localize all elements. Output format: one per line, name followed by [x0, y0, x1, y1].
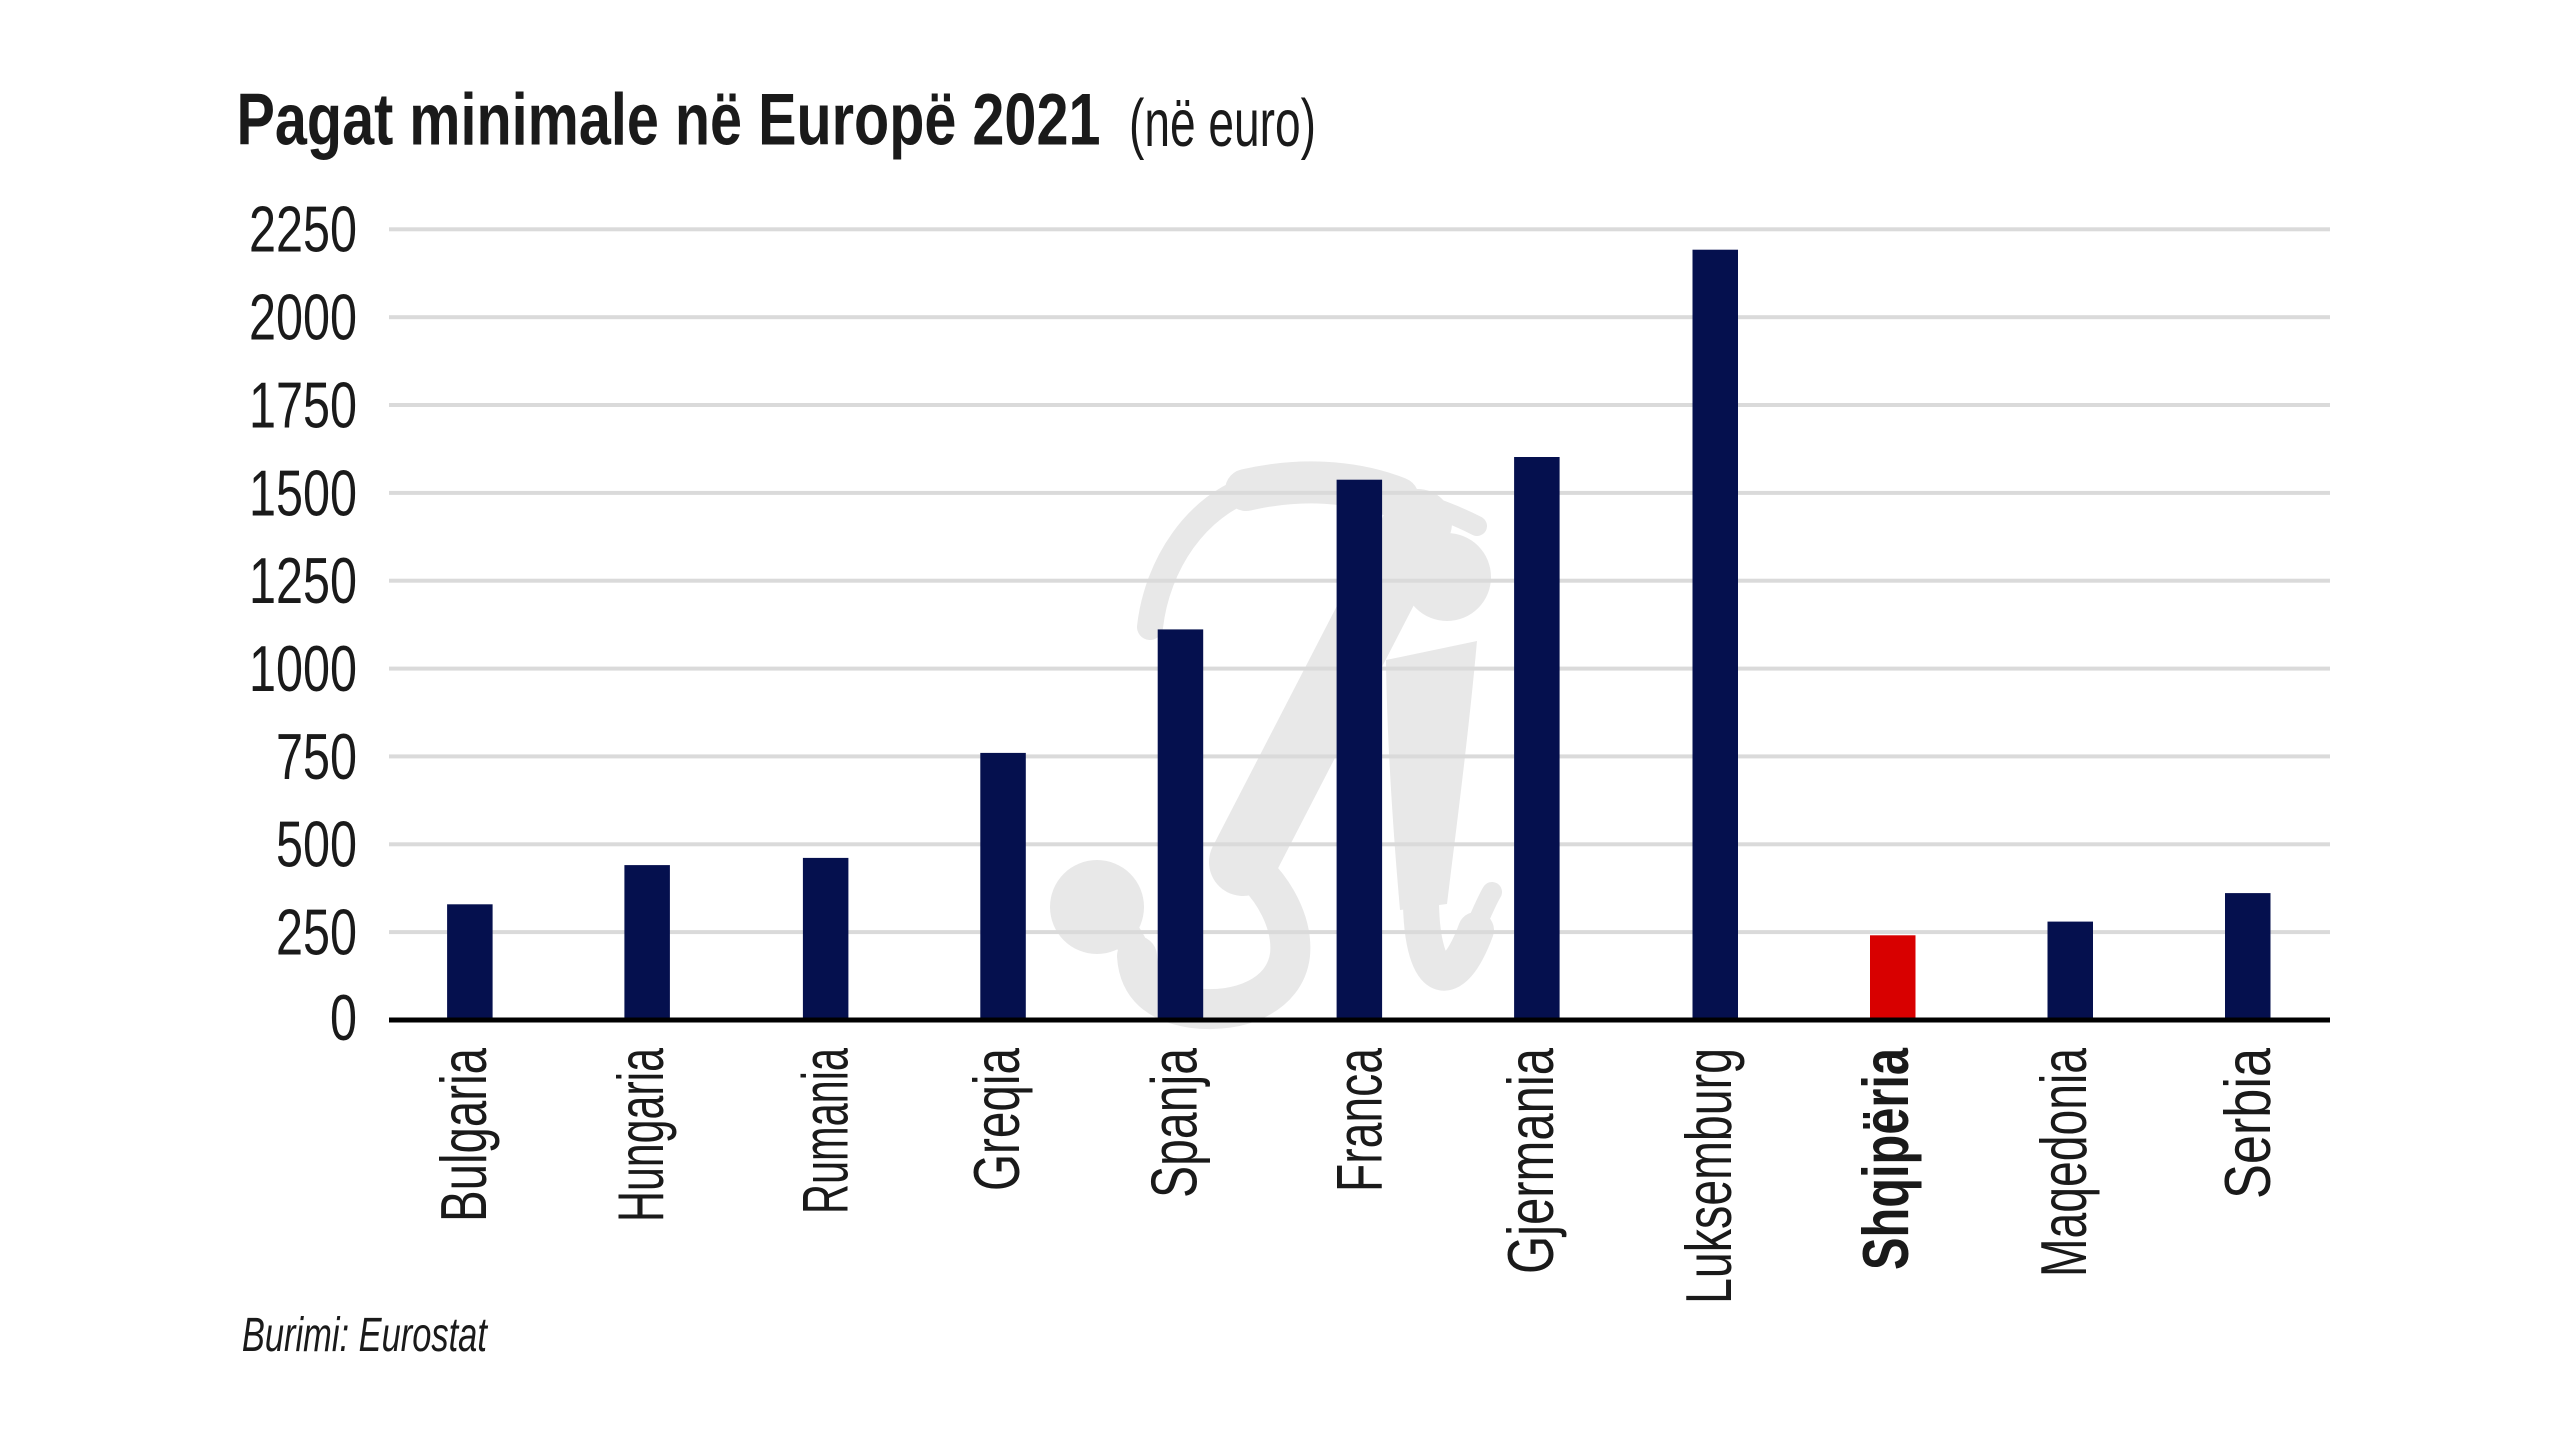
svg-text:Gjermania: Gjermania	[1494, 1047, 1567, 1274]
svg-text:1500: 1500	[249, 456, 357, 529]
svg-text:Greqia: Greqia	[960, 1047, 1033, 1191]
svg-text:750: 750	[276, 720, 357, 793]
svg-text:250: 250	[276, 896, 357, 969]
svg-text:0: 0	[330, 981, 357, 1054]
svg-text:Pagat minimale në Europë 2021: Pagat minimale në Europë 2021	[237, 80, 1101, 161]
svg-text:1250: 1250	[249, 544, 357, 617]
svg-text:1750: 1750	[249, 368, 357, 441]
svg-text:Serbia: Serbia	[2211, 1047, 2284, 1199]
svg-text:Bulgaria: Bulgaria	[427, 1047, 500, 1222]
svg-text:Rumania: Rumania	[789, 1047, 862, 1214]
svg-text:1000: 1000	[249, 632, 357, 705]
svg-text:2250: 2250	[249, 193, 357, 266]
svg-text:Maqedonia: Maqedonia	[2027, 1047, 2100, 1277]
svg-text:Spanja: Spanja	[1138, 1047, 1211, 1198]
svg-text:Shqipëria: Shqipëria	[1849, 1047, 1922, 1270]
svg-text:Hungaria: Hungaria	[604, 1047, 677, 1222]
svg-text:Burimi: Eurostat: Burimi: Eurostat	[242, 1309, 488, 1362]
svg-text:500: 500	[276, 808, 357, 881]
svg-text:2000: 2000	[249, 281, 357, 354]
svg-text:Franca: Franca	[1322, 1047, 1395, 1192]
svg-text:Luksemburg: Luksemburg	[1672, 1048, 1745, 1304]
svg-text:(në euro): (në euro)	[1129, 86, 1316, 161]
